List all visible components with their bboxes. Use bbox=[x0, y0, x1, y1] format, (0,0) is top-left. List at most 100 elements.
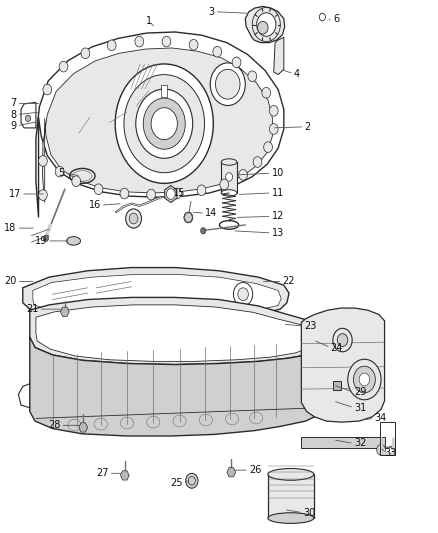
Ellipse shape bbox=[221, 159, 237, 165]
Text: 27: 27 bbox=[96, 469, 109, 478]
Circle shape bbox=[186, 473, 198, 488]
Text: 17: 17 bbox=[9, 189, 21, 199]
Polygon shape bbox=[165, 185, 177, 203]
Circle shape bbox=[107, 40, 116, 51]
Circle shape bbox=[258, 21, 268, 34]
Text: 3: 3 bbox=[208, 7, 215, 17]
Circle shape bbox=[253, 157, 262, 167]
Circle shape bbox=[43, 235, 49, 241]
Polygon shape bbox=[227, 467, 236, 477]
Text: 25: 25 bbox=[170, 478, 183, 488]
Circle shape bbox=[257, 13, 276, 36]
Text: 33: 33 bbox=[385, 448, 397, 458]
Polygon shape bbox=[33, 274, 281, 318]
Bar bbox=[221, 162, 237, 193]
Circle shape bbox=[333, 328, 352, 352]
Circle shape bbox=[126, 209, 141, 228]
Circle shape bbox=[248, 71, 257, 82]
Polygon shape bbox=[30, 297, 329, 365]
Text: 31: 31 bbox=[354, 403, 366, 413]
Ellipse shape bbox=[221, 190, 237, 196]
Circle shape bbox=[232, 57, 241, 68]
Bar bbox=[380, 422, 395, 455]
Polygon shape bbox=[274, 37, 284, 75]
Bar bbox=[268, 474, 314, 518]
Text: 28: 28 bbox=[48, 421, 60, 430]
Circle shape bbox=[81, 48, 90, 59]
Text: 23: 23 bbox=[304, 321, 317, 331]
Polygon shape bbox=[30, 337, 328, 436]
Circle shape bbox=[262, 87, 271, 98]
Text: 13: 13 bbox=[272, 228, 284, 238]
Text: 4: 4 bbox=[293, 69, 300, 78]
Circle shape bbox=[124, 75, 205, 173]
Circle shape bbox=[220, 179, 229, 190]
Polygon shape bbox=[42, 48, 272, 203]
Circle shape bbox=[184, 212, 193, 223]
Circle shape bbox=[348, 359, 381, 400]
Text: 11: 11 bbox=[272, 188, 284, 198]
Text: 12: 12 bbox=[272, 212, 284, 221]
Circle shape bbox=[43, 84, 52, 95]
Text: 6: 6 bbox=[333, 14, 339, 24]
Circle shape bbox=[213, 46, 222, 57]
Text: 16: 16 bbox=[88, 200, 101, 210]
Circle shape bbox=[239, 169, 247, 180]
Text: 19: 19 bbox=[35, 236, 47, 246]
Text: 26: 26 bbox=[249, 465, 261, 475]
Bar bbox=[333, 381, 341, 390]
Circle shape bbox=[39, 190, 47, 200]
Circle shape bbox=[226, 173, 233, 181]
Circle shape bbox=[59, 61, 68, 72]
Text: 9: 9 bbox=[11, 121, 17, 131]
Polygon shape bbox=[21, 102, 36, 128]
Circle shape bbox=[135, 36, 144, 47]
Text: 32: 32 bbox=[354, 439, 366, 448]
Polygon shape bbox=[36, 305, 320, 361]
Circle shape bbox=[173, 188, 181, 199]
Text: 21: 21 bbox=[26, 304, 39, 314]
Circle shape bbox=[55, 166, 64, 177]
Circle shape bbox=[151, 108, 177, 140]
Circle shape bbox=[189, 39, 198, 50]
Circle shape bbox=[238, 288, 248, 301]
Circle shape bbox=[25, 115, 31, 122]
Bar bbox=[161, 85, 167, 97]
Circle shape bbox=[136, 89, 193, 158]
Circle shape bbox=[269, 106, 278, 116]
Circle shape bbox=[233, 282, 253, 306]
Circle shape bbox=[197, 185, 206, 196]
Polygon shape bbox=[120, 471, 129, 480]
Text: 7: 7 bbox=[11, 99, 17, 108]
Polygon shape bbox=[36, 32, 284, 217]
Text: 2: 2 bbox=[304, 122, 311, 132]
Circle shape bbox=[337, 334, 348, 346]
Ellipse shape bbox=[67, 237, 81, 245]
Circle shape bbox=[143, 98, 185, 149]
Circle shape bbox=[319, 13, 325, 21]
Bar bbox=[301, 437, 385, 448]
Circle shape bbox=[353, 366, 375, 393]
Circle shape bbox=[359, 373, 370, 386]
Text: 18: 18 bbox=[4, 223, 17, 233]
Ellipse shape bbox=[268, 469, 314, 480]
Text: 8: 8 bbox=[11, 110, 17, 119]
Polygon shape bbox=[79, 423, 88, 432]
Circle shape bbox=[377, 445, 385, 455]
Polygon shape bbox=[60, 307, 69, 317]
Polygon shape bbox=[301, 308, 385, 422]
Ellipse shape bbox=[268, 513, 314, 523]
Circle shape bbox=[215, 69, 240, 99]
Text: 10: 10 bbox=[272, 168, 284, 178]
Text: 22: 22 bbox=[283, 277, 295, 286]
Text: 1: 1 bbox=[146, 17, 152, 26]
Text: 24: 24 bbox=[331, 343, 343, 352]
Text: 5: 5 bbox=[59, 168, 65, 178]
Circle shape bbox=[269, 124, 278, 134]
Circle shape bbox=[39, 156, 47, 166]
Polygon shape bbox=[23, 268, 289, 322]
Circle shape bbox=[120, 188, 129, 199]
Circle shape bbox=[162, 36, 171, 47]
Circle shape bbox=[115, 64, 213, 183]
Text: 30: 30 bbox=[303, 508, 315, 518]
